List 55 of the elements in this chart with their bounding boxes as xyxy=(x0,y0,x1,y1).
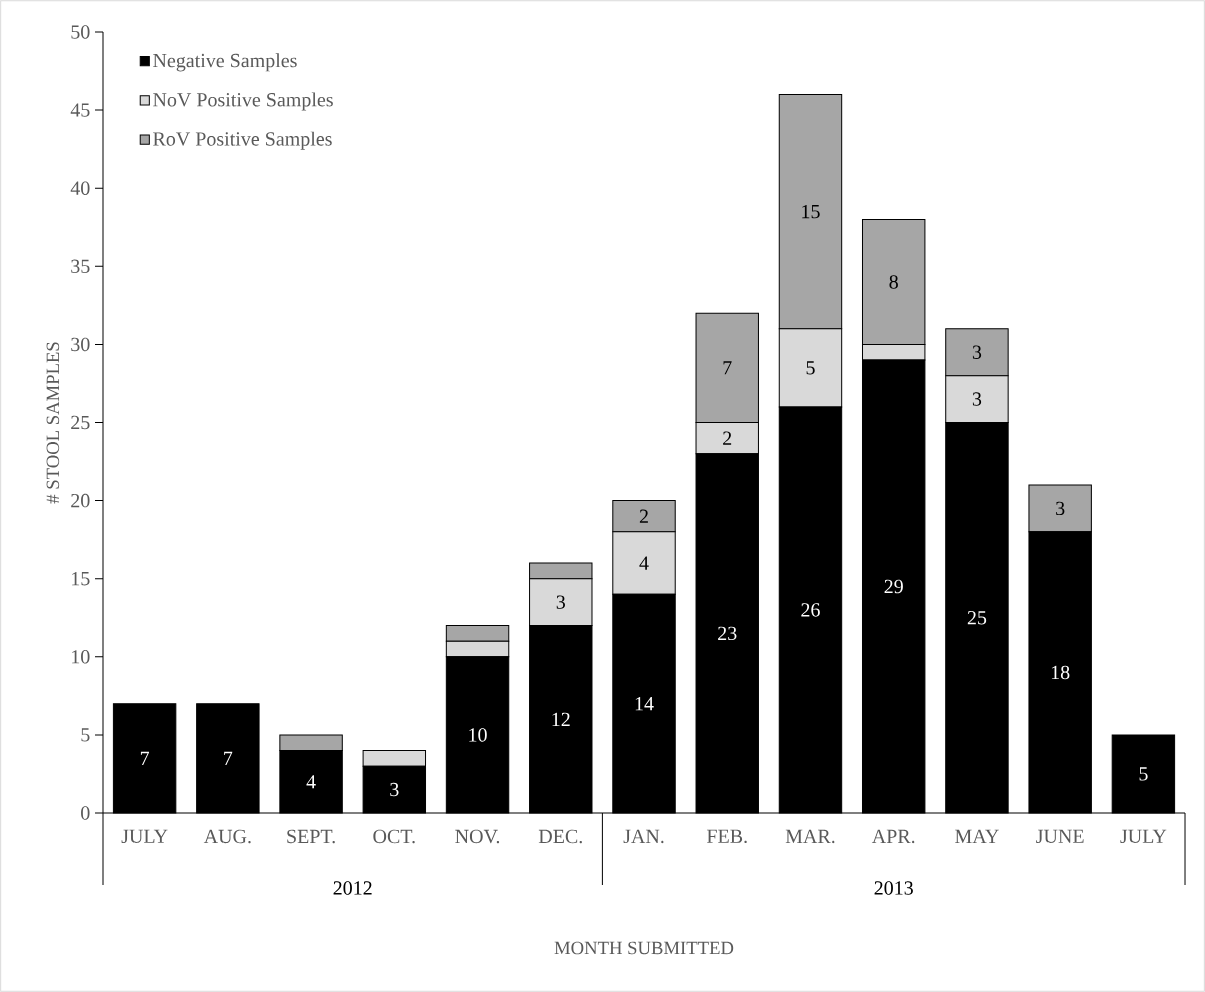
x-tick-label: AUG. xyxy=(203,829,251,844)
y-tick-label: 20 xyxy=(71,493,90,508)
y-tick-label: 35 xyxy=(71,259,90,274)
data-label: 3 xyxy=(390,782,399,797)
y-axis-title: # STOOL SAMPLES xyxy=(46,342,60,504)
y-tick-label: 5 xyxy=(81,728,90,742)
data-label: 29 xyxy=(884,579,903,594)
data-label: 3 xyxy=(972,345,982,359)
x-tick-label: SEPT. xyxy=(287,829,335,844)
y-tick-label: 0 xyxy=(81,806,90,820)
y-tick-label: 50 xyxy=(71,25,90,39)
data-label: 2 xyxy=(639,509,648,523)
x-tick-label: DEC. xyxy=(538,829,582,844)
data-label: 4 xyxy=(306,775,316,789)
y-tick-label: 45 xyxy=(70,103,90,117)
data-label: 7 xyxy=(140,751,150,765)
data-label: 15 xyxy=(802,204,820,219)
y-tick-label: 30 xyxy=(71,337,90,352)
x-tick-label: JUNE xyxy=(1036,829,1084,843)
data-label: 5 xyxy=(1139,767,1148,781)
x-tick-label: NOV. xyxy=(455,829,500,844)
data-label: 12 xyxy=(552,712,570,726)
legend-label: NoV Positive Samples xyxy=(153,92,333,111)
data-label: 3 xyxy=(972,392,982,406)
data-label: 14 xyxy=(635,697,654,711)
legend-label: Negative Samples xyxy=(153,53,297,72)
text: 2013 xyxy=(874,881,913,895)
x-tick-label: MAY xyxy=(955,829,999,843)
x-tick-label: JULY xyxy=(121,829,168,843)
data-label: 5 xyxy=(806,361,815,375)
x-tick-label: MAR. xyxy=(785,829,835,844)
y-tick-label: 10 xyxy=(72,650,90,664)
data-label: 2 xyxy=(723,431,732,445)
y-tick-label: 40 xyxy=(70,181,90,195)
text: 2012 xyxy=(333,881,372,895)
data-label: 3 xyxy=(556,595,565,609)
data-label: 7 xyxy=(224,751,233,765)
data-label: 8 xyxy=(889,275,898,289)
data-label: 10 xyxy=(469,728,487,742)
y-tick-label: 15 xyxy=(72,572,90,586)
x-tick-label: JAN. xyxy=(623,829,664,844)
x-tick-label: APR. xyxy=(871,829,915,844)
y-tick-label: 25 xyxy=(71,415,90,430)
legend-label: RoV Positive Samples xyxy=(153,131,332,150)
data-label: 4 xyxy=(639,556,649,570)
data-label: 25 xyxy=(967,611,987,625)
data-label: 7 xyxy=(723,361,732,375)
x-tick-label: OCT. xyxy=(373,829,415,844)
x-tick-label: JULY xyxy=(1120,829,1167,843)
data-label: 18 xyxy=(1051,665,1070,680)
data-label: 23 xyxy=(718,626,737,641)
x-tick-label: FEB. xyxy=(706,829,747,844)
data-label: 3 xyxy=(1056,501,1065,516)
text: MONTH SUBMITTED xyxy=(554,941,734,955)
data-label: 26 xyxy=(801,603,820,617)
